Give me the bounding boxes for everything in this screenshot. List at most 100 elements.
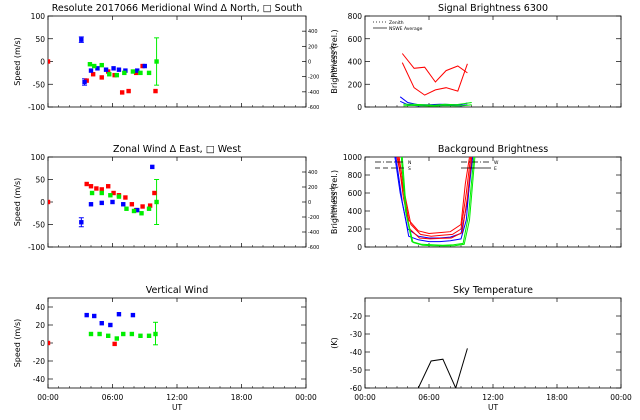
- data-point: [99, 200, 104, 206]
- data-point: [121, 202, 126, 207]
- y-tick-label: 400: [348, 207, 363, 216]
- y-right-tick-label: -200: [308, 215, 319, 221]
- x-tick-label: 12:00: [166, 393, 188, 402]
- data-point: [142, 63, 147, 69]
- data-point: [99, 321, 104, 326]
- data-point: [116, 67, 122, 72]
- data-point: [114, 336, 119, 341]
- data-point: [119, 90, 125, 95]
- x-tick-label: 18:00: [231, 393, 253, 402]
- chart-title-meridional: Resolute 2017066 Meridional Wind Δ North…: [52, 3, 303, 14]
- y-right-tick-label: 0: [308, 200, 311, 206]
- y-tick-label: -100: [28, 103, 45, 112]
- y-right-tick-label: -400: [308, 230, 319, 236]
- panel-zonal: [47, 156, 307, 248]
- data-point: [110, 199, 115, 205]
- panel-vertical: [47, 297, 307, 389]
- data-point: [146, 333, 152, 338]
- panel-skytemp: [364, 297, 622, 389]
- data-point: [124, 206, 129, 211]
- y-right-tick-label: -600: [308, 105, 319, 111]
- data-point: [116, 312, 122, 317]
- y-tick-label: 100: [31, 153, 46, 162]
- series-line: [403, 104, 472, 107]
- y-tick-label: 50: [35, 35, 45, 44]
- chart-title-zonal: Zonal Wind Δ East, □ West: [113, 144, 241, 155]
- data-point: [130, 69, 136, 74]
- plot-area-background: [394, 157, 476, 247]
- chart-title-vertical: Vertical Wind: [146, 285, 208, 296]
- data-point: [95, 66, 100, 71]
- data-point: [111, 190, 116, 196]
- x-tick-label: 06:00: [102, 393, 124, 402]
- data-point: [89, 190, 95, 196]
- data-point: [116, 194, 122, 199]
- data-point: [88, 68, 94, 73]
- data-point: [106, 184, 111, 189]
- series-line: [401, 62, 468, 96]
- data-point: [133, 70, 139, 76]
- y-right-axis-label-zonal: Speed (m/s): [329, 184, 336, 220]
- plot-area-meridional: [48, 36, 160, 95]
- y-right-tick-label: -200: [308, 75, 319, 81]
- y-right-tick-label: -600: [308, 245, 319, 251]
- data-point: [140, 204, 145, 209]
- y-axis-label-vertical: Speed (m/s): [13, 319, 22, 368]
- data-point: [123, 195, 128, 200]
- y-right-tick-label: 0: [308, 60, 311, 66]
- y-tick-label: 0: [357, 243, 362, 252]
- data-point: [87, 62, 93, 67]
- data-point: [121, 331, 126, 337]
- data-point: [138, 333, 143, 338]
- y-right-tick-label: 200: [308, 44, 318, 50]
- y-tick-label: 0: [40, 58, 45, 67]
- y-tick-label: 600: [348, 189, 363, 198]
- data-point: [92, 313, 97, 319]
- chart-title-signal: Signal Brightness 6300: [438, 3, 548, 14]
- y-tick-label: 800: [348, 171, 363, 180]
- data-point: [154, 59, 159, 64]
- y-right-tick-label: -400: [308, 90, 319, 96]
- data-point: [108, 193, 113, 198]
- data-point: [146, 70, 152, 76]
- legend-label: NSWE Average: [389, 26, 423, 32]
- panel-meridional: [47, 15, 307, 108]
- y-tick-label: -60: [350, 384, 362, 393]
- series-line: [401, 157, 476, 247]
- y-tick-label: 40: [35, 303, 45, 312]
- data-point: [106, 333, 111, 338]
- data-point: [90, 72, 96, 77]
- x-tick-label: 00:00: [295, 393, 317, 402]
- data-point: [150, 164, 155, 170]
- y-right-tick-label: 400: [308, 29, 318, 35]
- legend-label: N: [408, 160, 411, 166]
- y-axis-label-skytemp: (K): [330, 337, 339, 349]
- y-tick-label: 200: [348, 80, 363, 89]
- data-point: [48, 199, 51, 205]
- data-point: [138, 70, 143, 76]
- y-tick-label: -40: [33, 375, 45, 384]
- data-point: [107, 72, 112, 77]
- plot-frame-skytemp: [364, 297, 622, 389]
- data-point: [84, 312, 89, 318]
- data-point: [112, 341, 117, 347]
- y-tick-label: 0: [357, 103, 362, 112]
- data-point: [122, 70, 127, 76]
- data-point: [103, 67, 109, 72]
- data-point: [123, 68, 128, 73]
- y-axis-label-zonal: Speed (m/s): [13, 178, 22, 227]
- data-point: [82, 79, 87, 85]
- y-tick-label: 100: [31, 12, 46, 21]
- data-point: [48, 59, 51, 64]
- data-point: [97, 331, 102, 337]
- data-point: [99, 190, 104, 196]
- x-tick-label: 00:00: [610, 393, 632, 402]
- y-tick-label: 20: [35, 321, 45, 330]
- y-tick-label: 50: [35, 176, 45, 185]
- data-point: [99, 62, 104, 68]
- legend-label: W: [494, 160, 499, 166]
- y-tick-label: 800: [348, 12, 363, 21]
- plot-frame-zonal: [47, 156, 307, 248]
- x-axis-label: UT: [488, 403, 498, 412]
